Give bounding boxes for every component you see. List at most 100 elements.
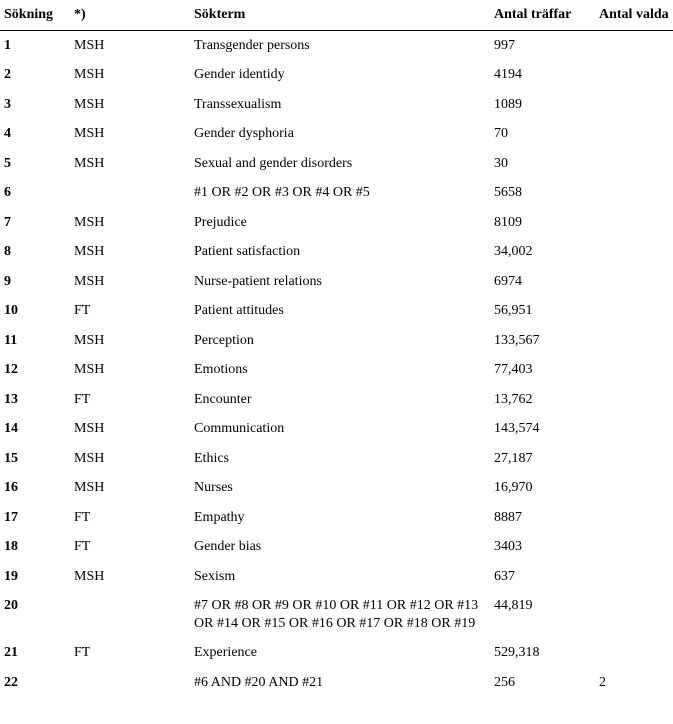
table-row: 20#7 OR #8 OR #9 OR #10 OR #11 OR #12 OR… bbox=[0, 591, 673, 638]
cell-antal-valda bbox=[595, 237, 673, 267]
cell-sokning: 1 bbox=[0, 30, 70, 60]
cell-star: MSH bbox=[70, 90, 190, 120]
cell-star: FT bbox=[70, 503, 190, 533]
cell-sokterm: Sexism bbox=[190, 562, 490, 592]
cell-sokterm: Emotions bbox=[190, 355, 490, 385]
table-header-row: Sökning *) Sökterm Antal träffar Antal v… bbox=[0, 0, 673, 30]
cell-antal-valda bbox=[595, 532, 673, 562]
table-row: 6 #1 OR #2 OR #3 OR #4 OR #55658 bbox=[0, 178, 673, 208]
table-row: 15MSHEthics27,187 bbox=[0, 444, 673, 474]
cell-antal-valda bbox=[595, 562, 673, 592]
cell-sokning: 4 bbox=[0, 119, 70, 149]
cell-antal-traffar: 34,002 bbox=[490, 237, 595, 267]
cell-sokning: 12 bbox=[0, 355, 70, 385]
cell-antal-traffar: 133,567 bbox=[490, 326, 595, 356]
cell-antal-valda bbox=[595, 326, 673, 356]
cell-star bbox=[70, 668, 190, 698]
cell-sokning: 16 bbox=[0, 473, 70, 503]
cell-antal-valda bbox=[595, 414, 673, 444]
cell-sokterm: Empathy bbox=[190, 503, 490, 533]
cell-sokning: 3 bbox=[0, 90, 70, 120]
cell-antal-valda bbox=[595, 149, 673, 179]
cell-antal-valda bbox=[595, 591, 673, 638]
cell-sokterm: Patient attitudes bbox=[190, 296, 490, 326]
cell-sokterm: Experience bbox=[190, 638, 490, 668]
table-row: 3MSHTranssexualism1089 bbox=[0, 90, 673, 120]
cell-sokning: 9 bbox=[0, 267, 70, 297]
cell-antal-traffar: 13,762 bbox=[490, 385, 595, 415]
cell-antal-traffar: 56,951 bbox=[490, 296, 595, 326]
cell-antal-traffar: 4194 bbox=[490, 60, 595, 90]
cell-sokterm: Nurses bbox=[190, 473, 490, 503]
cell-star: MSH bbox=[70, 414, 190, 444]
cell-antal-traffar: 3403 bbox=[490, 532, 595, 562]
cell-antal-traffar: 529,318 bbox=[490, 638, 595, 668]
cell-star bbox=[70, 591, 190, 638]
cell-antal-traffar: 8887 bbox=[490, 503, 595, 533]
cell-star: MSH bbox=[70, 237, 190, 267]
cell-antal-valda bbox=[595, 444, 673, 474]
cell-star: MSH bbox=[70, 326, 190, 356]
table-row: 11MSHPerception133,567 bbox=[0, 326, 673, 356]
cell-antal-valda bbox=[595, 503, 673, 533]
table-row: 13FTEncounter13,762 bbox=[0, 385, 673, 415]
cell-sokterm: Sexual and gender disorders bbox=[190, 149, 490, 179]
cell-antal-valda bbox=[595, 90, 673, 120]
cell-sokning: 2 bbox=[0, 60, 70, 90]
cell-antal-valda: 2 bbox=[595, 668, 673, 698]
cell-star: MSH bbox=[70, 149, 190, 179]
table-body: 1MSHTransgender persons9972MSHGender ide… bbox=[0, 30, 673, 697]
cell-star: MSH bbox=[70, 267, 190, 297]
cell-antal-valda bbox=[595, 473, 673, 503]
cell-sokterm: Nurse-patient relations bbox=[190, 267, 490, 297]
cell-antal-valda bbox=[595, 119, 673, 149]
header-antal-traffar: Antal träffar bbox=[490, 0, 595, 30]
cell-sokning: 6 bbox=[0, 178, 70, 208]
cell-star: FT bbox=[70, 296, 190, 326]
header-sokterm: Sökterm bbox=[190, 0, 490, 30]
cell-star: MSH bbox=[70, 208, 190, 238]
table-row: 7MSHPrejudice8109 bbox=[0, 208, 673, 238]
table-row: 10FTPatient attitudes56,951 bbox=[0, 296, 673, 326]
cell-sokterm: Gender identidy bbox=[190, 60, 490, 90]
cell-star: MSH bbox=[70, 119, 190, 149]
cell-sokterm: Encounter bbox=[190, 385, 490, 415]
cell-antal-valda bbox=[595, 385, 673, 415]
cell-sokterm: #1 OR #2 OR #3 OR #4 OR #5 bbox=[190, 178, 490, 208]
cell-star: MSH bbox=[70, 30, 190, 60]
cell-sokning: 19 bbox=[0, 562, 70, 592]
cell-sokning: 5 bbox=[0, 149, 70, 179]
cell-antal-traffar: 44,819 bbox=[490, 591, 595, 638]
cell-antal-traffar: 6974 bbox=[490, 267, 595, 297]
table-row: 12MSHEmotions77,403 bbox=[0, 355, 673, 385]
cell-sokning: 10 bbox=[0, 296, 70, 326]
cell-antal-traffar: 27,187 bbox=[490, 444, 595, 474]
cell-antal-valda bbox=[595, 638, 673, 668]
cell-sokterm: Gender dysphoria bbox=[190, 119, 490, 149]
header-sokning: Sökning bbox=[0, 0, 70, 30]
cell-star: FT bbox=[70, 638, 190, 668]
cell-antal-traffar: 16,970 bbox=[490, 473, 595, 503]
cell-antal-traffar: 637 bbox=[490, 562, 595, 592]
cell-antal-valda bbox=[595, 178, 673, 208]
cell-antal-valda bbox=[595, 296, 673, 326]
cell-sokterm: Communication bbox=[190, 414, 490, 444]
cell-sokterm: #7 OR #8 OR #9 OR #10 OR #11 OR #12 OR #… bbox=[190, 591, 490, 638]
table-row: 22#6 AND #20 AND #212562 bbox=[0, 668, 673, 698]
cell-sokning: 18 bbox=[0, 532, 70, 562]
table-row: 1MSHTransgender persons997 bbox=[0, 30, 673, 60]
table-row: 18FTGender bias3403 bbox=[0, 532, 673, 562]
cell-sokning: 7 bbox=[0, 208, 70, 238]
cell-antal-valda bbox=[595, 30, 673, 60]
cell-antal-traffar: 5658 bbox=[490, 178, 595, 208]
cell-antal-valda bbox=[595, 355, 673, 385]
cell-antal-traffar: 1089 bbox=[490, 90, 595, 120]
cell-star: MSH bbox=[70, 60, 190, 90]
table-row: 8MSHPatient satisfaction34,002 bbox=[0, 237, 673, 267]
cell-sokning: 11 bbox=[0, 326, 70, 356]
cell-antal-valda bbox=[595, 208, 673, 238]
table-row: 9MSHNurse-patient relations6974 bbox=[0, 267, 673, 297]
table-row: 2MSHGender identidy4194 bbox=[0, 60, 673, 90]
table-row: 14MSHCommunication143,574 bbox=[0, 414, 673, 444]
cell-sokning: 15 bbox=[0, 444, 70, 474]
